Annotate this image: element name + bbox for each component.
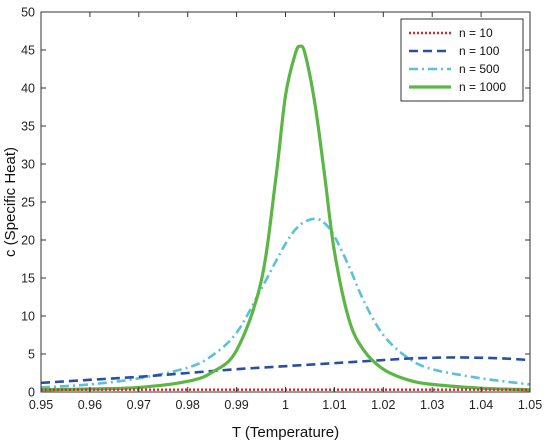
y-axis-label: c (Specific Heat) xyxy=(2,147,19,257)
axes: 0.95 0.96 0.97 0.98 0.99 1 1.01 1.02 1.03 1.04 1.0… xyxy=(21,6,542,413)
x-tick-label: 1.04 xyxy=(469,398,493,412)
x-tick-label: 1.03 xyxy=(420,398,444,412)
y-tick-label: 5 xyxy=(28,348,35,362)
y-tick-label: 30 xyxy=(21,158,35,172)
legend-entry: n = 1000 xyxy=(459,80,506,94)
series-line-n-500 xyxy=(41,217,530,389)
y-tick-label: 45 xyxy=(21,44,35,58)
x-tick-label: 1 xyxy=(282,398,289,412)
y-tick-label: 15 xyxy=(21,272,35,286)
legend-entry: n = 500 xyxy=(459,62,500,76)
y-tick-label: 40 xyxy=(21,82,35,96)
y-tick-label: 50 xyxy=(21,6,35,20)
series-line-n-100 xyxy=(41,356,530,385)
y-tick-label: 25 xyxy=(21,196,35,210)
x-tick-label: 1.02 xyxy=(371,398,395,412)
y-tick-label: 10 xyxy=(21,310,35,324)
x-tick-label: 0.98 xyxy=(176,398,200,412)
x-tick-label: 0.99 xyxy=(224,398,248,412)
x-axis-label: T (Temperature) xyxy=(232,424,339,441)
series-line-n-1000 xyxy=(41,44,530,392)
x-tick-label: 0.95 xyxy=(29,398,53,412)
x-tick-label: 1.01 xyxy=(322,398,346,412)
legend-entry: n = 100 xyxy=(459,44,500,58)
x-tick-label: 0.97 xyxy=(127,398,151,412)
x-tick-label: 1.05 xyxy=(518,398,542,412)
y-tick-label: 35 xyxy=(21,120,35,134)
legend-entry: n = 10 xyxy=(459,26,493,40)
y-tick-label: 0 xyxy=(28,386,35,400)
legend: n = 10 n = 100 n = 500 n = 1000 xyxy=(400,18,524,102)
y-tick-label: 20 xyxy=(21,234,35,248)
x-tick-label: 0.96 xyxy=(78,398,102,412)
